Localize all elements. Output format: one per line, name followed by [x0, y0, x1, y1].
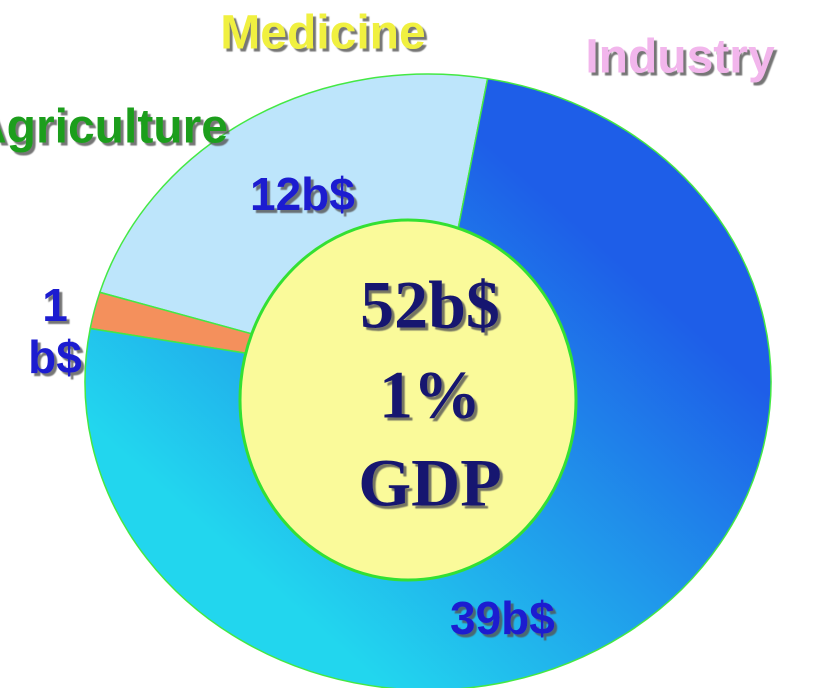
value-label: 1 b$: [28, 279, 82, 383]
value-label: 39b$: [450, 592, 555, 644]
category-label: Medicine: [220, 7, 425, 60]
center-circle: [238, 218, 578, 582]
category-label: Agriculture: [0, 101, 228, 154]
value-label: 12b$: [250, 168, 355, 220]
center-label: GDP: [358, 445, 502, 521]
center-label: 52b$: [360, 267, 500, 343]
category-label: Industry: [585, 31, 775, 84]
center-label: 1%: [379, 357, 481, 433]
